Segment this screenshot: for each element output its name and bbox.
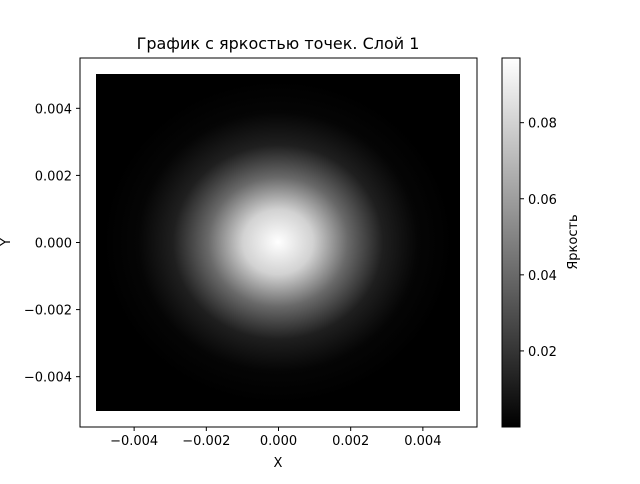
- x-tick-label: 0.004: [404, 434, 441, 449]
- chart-title: График с яркостью точек. Слой 1: [137, 34, 420, 53]
- y-axis-label: Y: [0, 238, 14, 247]
- brightness-spot: [103, 80, 453, 404]
- x-axis-ticks: −0.004 −0.002 0.000 0.002 0.004: [110, 427, 441, 449]
- y-tick-label: −0.002: [24, 304, 72, 319]
- y-tick-label: 0.002: [35, 169, 72, 184]
- colorbar-tick-label: 0.06: [528, 193, 557, 208]
- colorbar-ticks: 0.02 0.04 0.06 0.08: [520, 117, 557, 360]
- x-tick-label: 0.000: [260, 434, 297, 449]
- y-tick-label: −0.004: [24, 371, 72, 386]
- colorbar-tick-label: 0.04: [528, 269, 557, 284]
- x-axis-label: X: [274, 456, 283, 471]
- colorbar: [501, 57, 521, 428]
- x-tick-label: −0.002: [182, 434, 230, 449]
- colorbar-tick-label: 0.02: [528, 345, 557, 360]
- colorbar-tick-label: 0.08: [528, 117, 557, 132]
- y-tick-label: 0.004: [35, 102, 72, 117]
- x-tick-label: 0.002: [332, 434, 369, 449]
- heatmap-image: [96, 74, 460, 411]
- colorbar-label: Яркость: [566, 214, 581, 269]
- x-tick-label: −0.004: [110, 434, 158, 449]
- y-axis-ticks: −0.004 −0.002 0.000 0.002 0.004: [24, 102, 80, 386]
- y-tick-label: 0.000: [35, 237, 72, 252]
